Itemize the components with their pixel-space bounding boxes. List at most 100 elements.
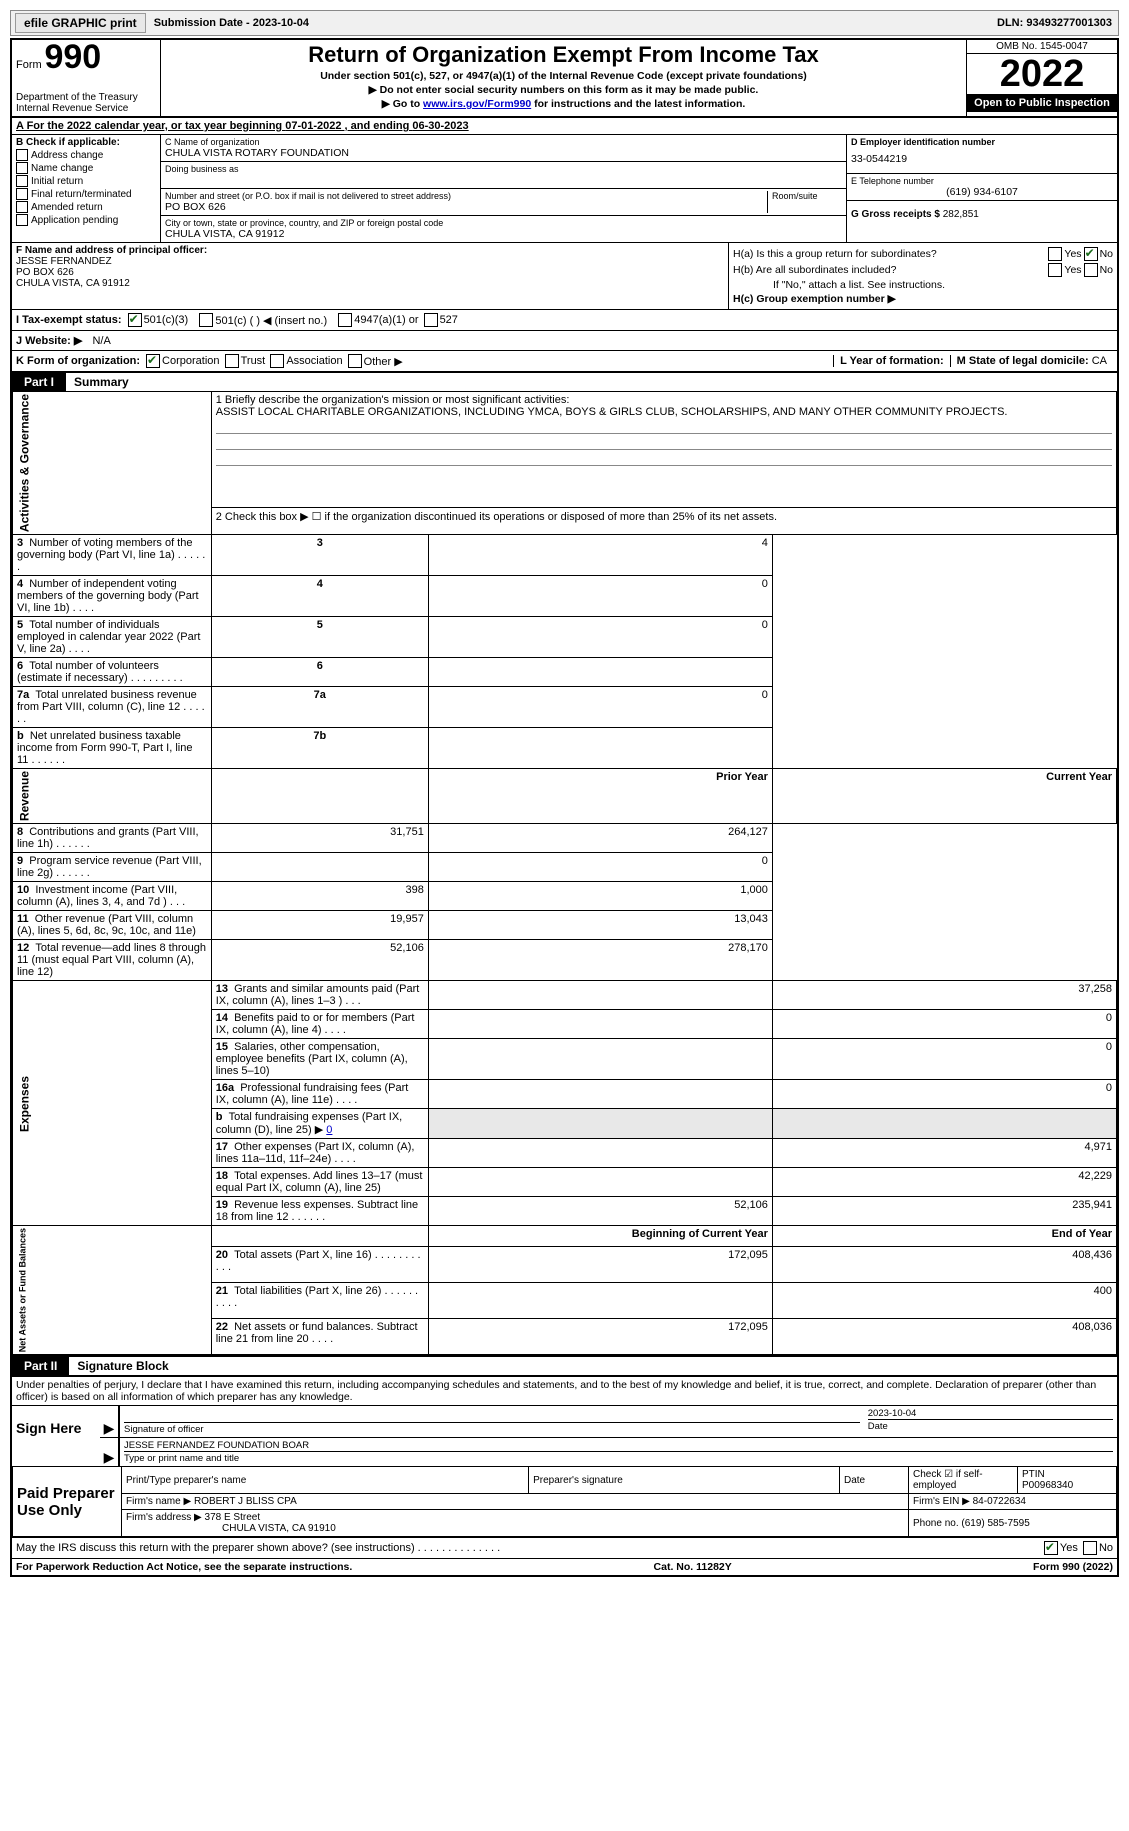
part1-header: Part I Summary [12, 371, 1117, 391]
officer-name: JESSE FERNANDEZ [16, 256, 112, 267]
gov-value [428, 658, 772, 687]
current-value: 0 [428, 853, 772, 882]
subtitle-1: Under section 501(c), 527, or 4947(a)(1)… [167, 70, 960, 82]
part2-header: Part II Signature Block [12, 1355, 1117, 1375]
prior-value [428, 1168, 772, 1197]
discuss-no-checkbox[interactable] [1083, 1541, 1097, 1555]
colb-checkbox[interactable] [16, 149, 28, 161]
side-activities: Activities & Governance [13, 392, 212, 535]
current-value: 0 [772, 1080, 1116, 1109]
website-value: N/A [92, 335, 110, 347]
perjury-declaration: Under penalties of perjury, I declare th… [12, 1377, 1117, 1405]
form-title: Return of Organization Exempt From Incom… [167, 42, 960, 68]
dept-treasury: Department of the Treasury [16, 92, 156, 103]
col-d-ein: D Employer identification number 33-0544… [847, 135, 1117, 242]
prior-value: 31,751 [211, 824, 428, 853]
form-header: Form 990 Department of the Treasury Inte… [12, 40, 1117, 118]
gov-value: 4 [428, 535, 772, 576]
colb-checkbox[interactable] [16, 162, 28, 174]
prior-value [428, 1039, 772, 1080]
ptin: P00968340 [1022, 1480, 1073, 1491]
subtitle-2: ▶ Do not enter social security numbers o… [167, 84, 960, 96]
form-label: Form [16, 59, 42, 71]
col-c-name: C Name of organization CHULA VISTA ROTAR… [161, 135, 847, 242]
submission-date-label: Submission Date - 2023-10-04 [154, 17, 309, 29]
signature-block: Under penalties of perjury, I declare th… [12, 1375, 1117, 1558]
row-j-website: J Website: ▶ N/A [12, 330, 1117, 350]
current-value: 408,436 [772, 1247, 1116, 1283]
ein: 33-0544219 [851, 147, 1113, 171]
hb-no-checkbox[interactable] [1084, 263, 1098, 277]
telephone: (619) 934-6107 [851, 186, 1113, 198]
prior-value: 19,957 [211, 911, 428, 940]
colb-checkbox[interactable] [16, 175, 28, 187]
firm-phone: (619) 585-7595 [961, 1518, 1029, 1529]
discuss-row: May the IRS discuss this return with the… [12, 1537, 1117, 1558]
side-revenue: Revenue [13, 769, 212, 824]
gross-receipts: 282,851 [943, 209, 979, 220]
gov-value [428, 728, 772, 769]
irs-label: Internal Revenue Service [16, 103, 156, 114]
hb-yes-checkbox[interactable] [1048, 263, 1062, 277]
paid-preparer-table: Paid Preparer Use Only Print/Type prepar… [12, 1466, 1117, 1537]
501c-checkbox[interactable] [199, 313, 213, 327]
current-value: 408,036 [772, 1319, 1116, 1355]
row-k-form-org: K Form of organization: Corporation Trus… [12, 350, 1117, 371]
dln: DLN: 93493277001303 [997, 17, 1118, 29]
corp-checkbox[interactable] [146, 354, 160, 368]
top-toolbar: efile GRAPHIC print Submission Date - 20… [10, 10, 1119, 36]
ha-no-checkbox[interactable] [1084, 247, 1098, 261]
colb-checkbox[interactable] [16, 188, 28, 200]
other-checkbox[interactable] [348, 354, 362, 368]
block-bcd: B Check if applicable: Address changeNam… [12, 135, 1117, 242]
prior-value: 398 [211, 882, 428, 911]
prior-value: 52,106 [211, 940, 428, 981]
assoc-checkbox[interactable] [270, 354, 284, 368]
current-value: 13,043 [428, 911, 772, 940]
row-fgh: F Name and address of principal officer:… [12, 242, 1117, 309]
form-number: 990 [44, 38, 101, 76]
current-value: 4,971 [772, 1139, 1116, 1168]
paid-preparer-label: Paid Preparer Use Only [13, 1467, 122, 1537]
gov-value: 0 [428, 687, 772, 728]
col-b-checkboxes: B Check if applicable: Address changeNam… [12, 135, 161, 242]
omb-number: OMB No. 1545-0047 [967, 40, 1117, 54]
discuss-yes-checkbox[interactable] [1044, 1541, 1058, 1555]
prior-value [428, 1080, 772, 1109]
527-checkbox[interactable] [424, 313, 438, 327]
501c3-checkbox[interactable] [128, 313, 142, 327]
org-street: PO BOX 626 [165, 201, 763, 213]
row-i-tax-status: I Tax-exempt status: 501(c)(3) 501(c) ( … [12, 309, 1117, 330]
print-button[interactable]: efile GRAPHIC print [15, 13, 146, 33]
4947a1-checkbox[interactable] [338, 313, 352, 327]
part1-table: Activities & Governance 1 Briefly descri… [12, 391, 1117, 1355]
current-value: 0 [772, 1010, 1116, 1039]
tax-year: 2022 [967, 54, 1117, 94]
current-value: 400 [772, 1283, 1116, 1319]
org-city: CHULA VISTA, CA 91912 [165, 228, 842, 240]
period-row: A For the 2022 calendar year, or tax yea… [12, 118, 1117, 135]
firm-name: ROBERT J BLISS CPA [194, 1496, 297, 1507]
org-name: CHULA VISTA ROTARY FOUNDATION [165, 147, 842, 159]
current-value: 0 [772, 1039, 1116, 1080]
trust-checkbox[interactable] [225, 354, 239, 368]
prior-value: 52,106 [428, 1197, 772, 1226]
prior-value [428, 1283, 772, 1319]
gov-value: 0 [428, 576, 772, 617]
irs-link[interactable]: www.irs.gov/Form990 [423, 98, 531, 110]
firm-ein: 84-0722634 [973, 1496, 1026, 1507]
colb-checkbox[interactable] [16, 201, 28, 213]
ha-yes-checkbox[interactable] [1048, 247, 1062, 261]
prior-value [428, 981, 772, 1010]
prior-value: 172,095 [428, 1319, 772, 1355]
gov-value: 0 [428, 617, 772, 658]
sig-date-value: 2023-10-04 [868, 1408, 1113, 1420]
form-990: Form 990 Department of the Treasury Inte… [10, 38, 1119, 1577]
sign-here-label: Sign Here [12, 1406, 90, 1466]
current-value: 264,127 [428, 824, 772, 853]
current-value: 42,229 [772, 1168, 1116, 1197]
colb-checkbox[interactable] [16, 214, 28, 226]
prior-value [428, 1010, 772, 1039]
current-value: 235,941 [772, 1197, 1116, 1226]
subtitle-3: ▶ Go to www.irs.gov/Form990 for instruct… [167, 98, 960, 110]
